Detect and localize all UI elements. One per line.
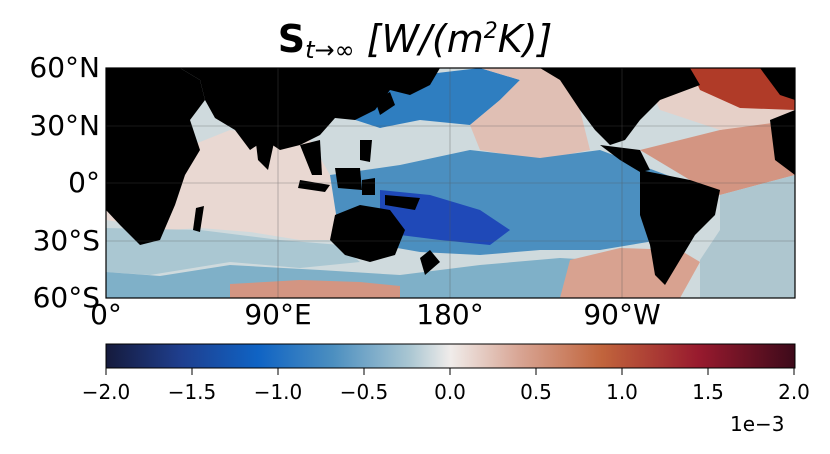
land-eurasia	[180, 68, 440, 150]
region-south-atlantic-blue	[700, 175, 795, 298]
colorbar-tick-label: 0.5	[520, 380, 552, 404]
land-south-america	[640, 170, 720, 285]
map-frame	[105, 67, 796, 299]
region-southern-belt-1	[106, 228, 360, 275]
colorbar-ticks	[105, 368, 795, 375]
land-central-america	[600, 145, 650, 172]
land-north-america	[540, 68, 700, 145]
land-philippines	[360, 140, 372, 162]
colorbar	[105, 343, 796, 369]
land-australia	[330, 205, 405, 262]
colorbar-tick-label: −0.5	[339, 380, 389, 404]
land-masses	[106, 68, 795, 285]
land-africa	[106, 68, 205, 245]
lat-label-30n: 30°N	[29, 109, 100, 142]
lat-label-60n: 60°N	[29, 51, 100, 84]
land-japan	[375, 92, 395, 115]
lat-label-30s: 30°S	[32, 224, 100, 257]
land-madagascar	[193, 206, 204, 232]
land-greenland	[760, 68, 795, 100]
title-unit-open: [W/(m	[366, 17, 484, 61]
title-subscript: t→∞	[305, 36, 355, 64]
colorbar-scale-label: 1e−3	[730, 412, 785, 436]
ocean-regions	[106, 68, 795, 298]
colorbar-tick-label: 1.5	[692, 380, 724, 404]
colorbar-tick-label: 2.0	[778, 380, 810, 404]
title-symbol: S	[277, 17, 306, 61]
land-new-guinea	[385, 195, 420, 210]
lon-label-0: 0°	[90, 298, 122, 331]
region-north-atlantic-salmon	[640, 115, 795, 195]
map-gridlines	[106, 68, 795, 298]
lon-label-90w: 90°W	[583, 298, 661, 331]
colorbar-tick-label: 1.0	[606, 380, 638, 404]
colorbar-tick-label: −2.0	[81, 380, 131, 404]
region-north-pacific-pink	[470, 68, 590, 160]
land-borneo	[335, 168, 362, 190]
region-south-indian-salmon	[230, 280, 400, 298]
lat-label-0: 0°	[68, 166, 100, 199]
colorbar-tick-label: 0.0	[434, 380, 466, 404]
title-unit-close: K)]	[497, 17, 553, 61]
land-new-zealand	[420, 250, 440, 275]
land-se-asia	[300, 140, 322, 175]
lon-label-180: 180°	[416, 298, 484, 331]
land-sulawesi	[362, 178, 375, 195]
land-india	[255, 135, 275, 170]
region-north-pacific-blue	[340, 68, 520, 128]
map-title: St→∞ [W/(m2K)]	[0, 10, 830, 72]
lat-label-60s: 60°S	[32, 281, 100, 314]
region-southern-belt-2	[106, 258, 595, 298]
lon-label-90e: 90°E	[244, 298, 312, 331]
colorbar-tick-label: −1.5	[167, 380, 217, 404]
colorbar-tick-label: −1.0	[253, 380, 303, 404]
title-unit-sup: 2	[483, 19, 498, 44]
